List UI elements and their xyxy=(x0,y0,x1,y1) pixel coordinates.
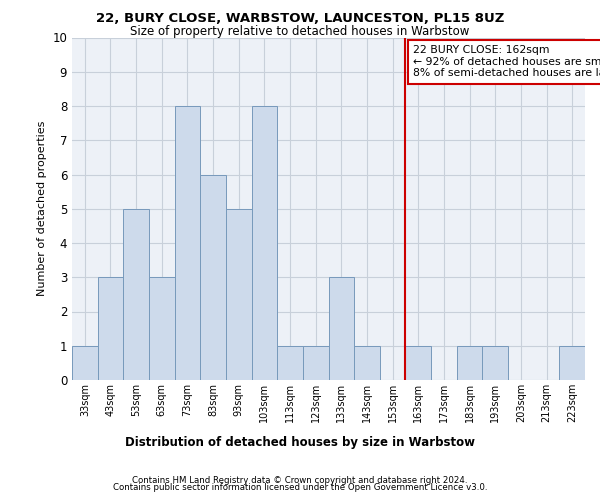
Bar xyxy=(329,277,354,380)
Bar xyxy=(303,346,329,380)
Bar xyxy=(354,346,380,380)
Bar xyxy=(406,346,431,380)
Text: Contains public sector information licensed under the Open Government Licence v3: Contains public sector information licen… xyxy=(113,484,487,492)
Bar xyxy=(175,106,200,380)
Bar xyxy=(457,346,482,380)
Text: 22, BURY CLOSE, WARBSTOW, LAUNCESTON, PL15 8UZ: 22, BURY CLOSE, WARBSTOW, LAUNCESTON, PL… xyxy=(96,12,504,26)
Bar xyxy=(98,277,124,380)
Bar xyxy=(124,209,149,380)
Bar xyxy=(226,209,251,380)
Y-axis label: Number of detached properties: Number of detached properties xyxy=(37,121,47,296)
Bar xyxy=(277,346,303,380)
Bar xyxy=(149,277,175,380)
Text: Size of property relative to detached houses in Warbstow: Size of property relative to detached ho… xyxy=(130,25,470,38)
Text: Distribution of detached houses by size in Warbstow: Distribution of detached houses by size … xyxy=(125,436,475,449)
Bar xyxy=(251,106,277,380)
Bar xyxy=(559,346,585,380)
Bar xyxy=(482,346,508,380)
Bar xyxy=(72,346,98,380)
Text: Contains HM Land Registry data © Crown copyright and database right 2024.: Contains HM Land Registry data © Crown c… xyxy=(132,476,468,485)
Bar xyxy=(200,174,226,380)
Text: 22 BURY CLOSE: 162sqm
← 92% of detached houses are smaller (44)
8% of semi-detac: 22 BURY CLOSE: 162sqm ← 92% of detached … xyxy=(413,45,600,78)
